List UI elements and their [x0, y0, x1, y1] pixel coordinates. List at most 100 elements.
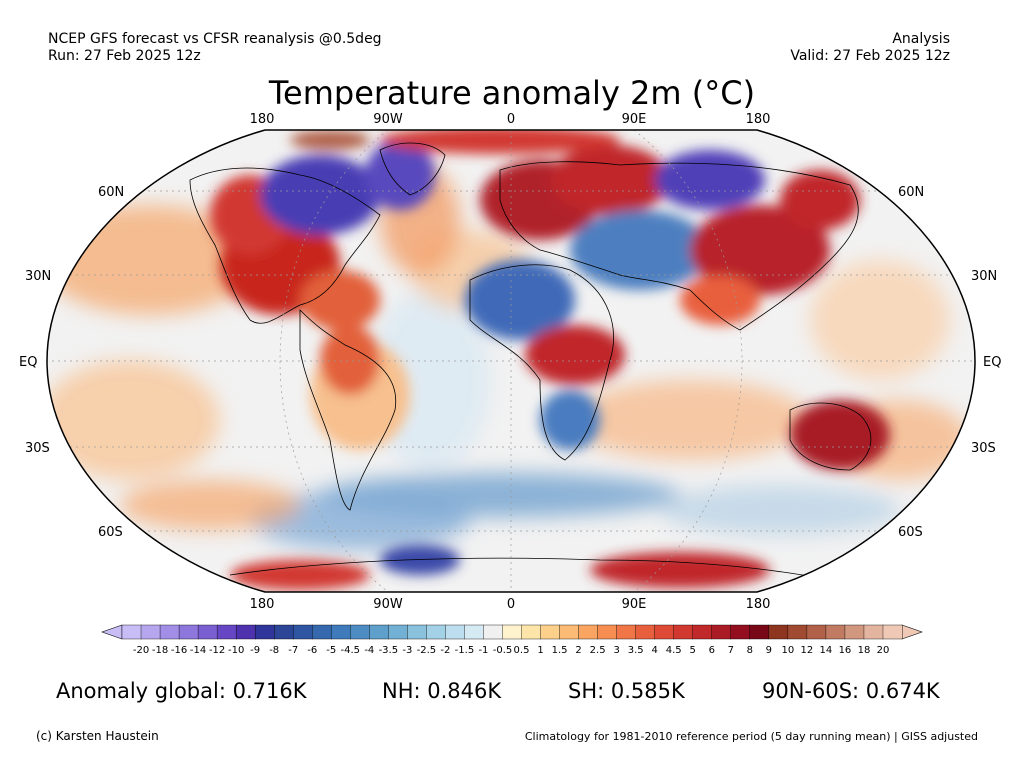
colorbar-tick-label: -3 — [402, 645, 412, 656]
lat-label: EQ — [983, 355, 1001, 370]
analysis-label: Analysis — [892, 31, 950, 47]
colorbar-segment — [654, 624, 675, 640]
colorbar-segment — [254, 624, 275, 640]
colorbar-segment — [464, 624, 484, 640]
colorbar-segment — [293, 624, 313, 640]
lon-labels-top: 180 90W 0 90E 180 — [250, 112, 771, 127]
lat-label: 60S — [898, 525, 923, 540]
colorbar-tick-label: 3.5 — [628, 645, 644, 656]
lat-label: 30N — [971, 269, 997, 284]
colorbar-tick-label: 16 — [839, 645, 852, 656]
model-description: NCEP GFS forecast vs CFSR reanalysis @0.… — [48, 31, 382, 47]
colorbar-segment — [121, 624, 142, 640]
colorbar-tick-label: -2 — [440, 645, 450, 656]
colorbar-tick-label: -18 — [152, 645, 168, 656]
colorbar-tick-label: 7 — [728, 645, 734, 656]
colorbar-tick-label: -20 — [133, 645, 149, 656]
colorbar-segment — [445, 624, 465, 640]
colorbar-segment — [312, 624, 332, 640]
colorbar-segment — [426, 624, 446, 640]
colorbar-segment — [388, 624, 408, 640]
lat-labels-right: 60N 30N EQ 30S 60S — [898, 185, 1001, 540]
colorbar-tick-label: 1 — [537, 645, 543, 656]
colorbar-tick-label: 4 — [651, 645, 657, 656]
lat-label: 60N — [98, 185, 124, 200]
colorbar-tick-label: 8 — [747, 645, 753, 656]
colorbar-segment — [235, 624, 256, 640]
lon-label: 180 — [250, 597, 275, 612]
colorbar: -20 -18 -16 -14 -12 -10 -9 -8 -7 -6 -5 -4.5 -4 -3.5 -3… — [101, 624, 923, 656]
lon-label: 90W — [373, 597, 403, 612]
arctic-anomaly: 90N-60S: 0.674K — [762, 679, 940, 703]
colorbar-segment — [730, 624, 751, 640]
climatology-note: Climatology for 1981-2010 reference peri… — [524, 730, 978, 743]
colorbar-segment — [483, 624, 503, 640]
colorbar-tick-label: 9 — [766, 645, 772, 656]
colorbar-segment — [578, 624, 599, 640]
colorbar-tick-label: -1.5 — [455, 645, 475, 656]
colorbar-tick-label: -6 — [307, 645, 317, 656]
map-title: Temperature anomaly 2m (°C) — [268, 74, 756, 112]
lat-label: 30N — [25, 269, 51, 284]
colorbar-segment — [407, 624, 427, 640]
colorbar-segment — [540, 624, 561, 640]
colorbar-tick-label: 3 — [613, 645, 619, 656]
colorbar-tick-label: -7 — [288, 645, 298, 656]
colorbar-segment — [140, 624, 161, 640]
colorbar-tick-label: 1.5 — [552, 645, 568, 656]
colorbar-tick-label: -8 — [269, 645, 279, 656]
colorbar-segment — [635, 624, 656, 640]
colorbar-segment — [787, 624, 808, 640]
colorbar-tick-label: -0.5 — [493, 645, 513, 656]
colorbar-segment — [863, 624, 884, 640]
colorbar-tick-label: -12 — [209, 645, 225, 656]
colorbar-segment — [216, 624, 237, 640]
colorbar-max-arrow — [901, 624, 923, 640]
lon-label: 0 — [507, 112, 515, 127]
colorbar-segment — [616, 624, 637, 640]
colorbar-tick-label: -16 — [171, 645, 187, 656]
colorbar-tick-label: 6 — [709, 645, 715, 656]
colorbar-segment — [521, 624, 542, 640]
colorbar-tick-label: -1 — [478, 645, 488, 656]
lon-label: 180 — [746, 597, 771, 612]
colorbar-segment — [673, 624, 694, 640]
colorbar-tick-label: 0.5 — [514, 645, 530, 656]
colorbar-segment — [749, 624, 770, 640]
colorbar-segment — [178, 624, 199, 640]
colorbar-segment — [597, 624, 618, 640]
colorbar-tick-label: 12 — [801, 645, 814, 656]
colorbar-tick-label: -3.5 — [379, 645, 399, 656]
lon-label: 90E — [622, 112, 647, 127]
credit-text: (c) Karsten Haustein — [36, 729, 159, 743]
nh-anomaly: NH: 0.846K — [382, 679, 502, 703]
colorbar-segment — [274, 624, 294, 640]
colorbar-segment — [159, 624, 180, 640]
land-anomaly-tones — [210, 130, 890, 590]
valid-time: Valid: 27 Feb 2025 12z — [790, 48, 950, 64]
colorbar-tick-label: -4 — [364, 645, 374, 656]
lon-labels-bottom: 180 90W 0 90E 180 — [250, 597, 771, 612]
lat-label: 30S — [971, 441, 996, 456]
lon-label: 90W — [373, 112, 403, 127]
anomaly-field — [47, 130, 975, 592]
colorbar-tick-label: -9 — [250, 645, 260, 656]
header-left: NCEP GFS forecast vs CFSR reanalysis @0.… — [48, 31, 382, 65]
colorbar-segment — [692, 624, 713, 640]
lat-labels-left: 60N 30N EQ 30S 60S — [19, 185, 124, 540]
colorbar-tick-label: -4.5 — [341, 645, 361, 656]
colorbar-tick-label: 10 — [781, 645, 794, 656]
colorbar-min-arrow — [101, 624, 123, 640]
anomaly-map: 180 90W 0 90E 180 180 90W 0 90E 180 60N … — [19, 112, 1001, 656]
sh-anomaly: SH: 0.585K — [568, 679, 685, 703]
lat-label: 60N — [898, 185, 924, 200]
lon-label: 180 — [746, 112, 771, 127]
colorbar-segment — [369, 624, 389, 640]
colorbar-segment — [825, 624, 846, 640]
anomaly-stats: Anomaly global: 0.716K NH: 0.846K SH: 0.… — [0, 679, 1024, 707]
lon-label: 0 — [507, 597, 515, 612]
global-anomaly: Anomaly global: 0.716K — [56, 679, 307, 703]
colorbar-tick-label: 5 — [690, 645, 696, 656]
colorbar-tick-label: 14 — [820, 645, 833, 656]
colorbar-tick-label: 4.5 — [666, 645, 682, 656]
